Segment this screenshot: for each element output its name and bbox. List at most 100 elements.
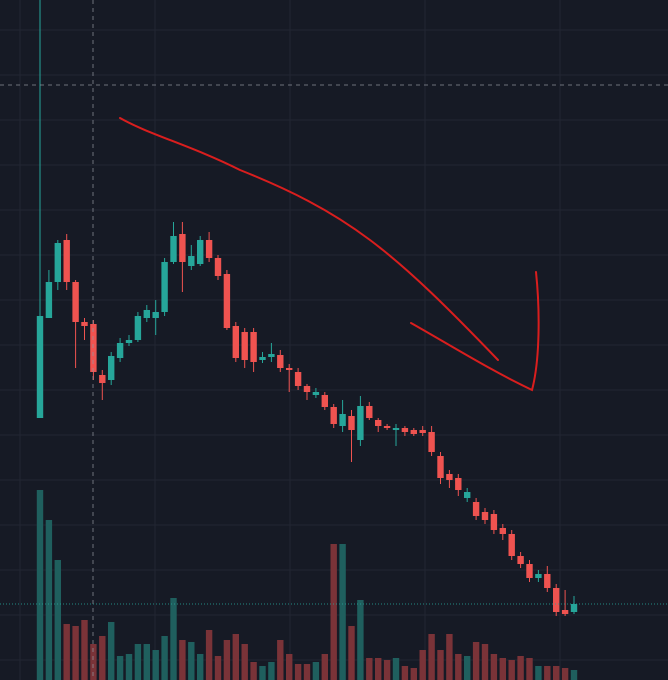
volume-bar	[72, 626, 79, 680]
volume-bar	[188, 642, 195, 680]
volume-bar	[348, 626, 355, 680]
volume-bar	[161, 636, 168, 680]
candle-body	[63, 240, 70, 282]
candle-body	[570, 604, 578, 612]
candle-body	[410, 430, 417, 434]
volume-bar	[45, 520, 53, 680]
candle-body	[214, 258, 222, 276]
volume-bar	[90, 644, 97, 680]
volume-bar	[446, 634, 453, 680]
candle-body	[357, 406, 364, 440]
volume-bar	[134, 644, 142, 680]
candle-body	[232, 326, 239, 358]
candle-body	[303, 386, 311, 392]
volume-bar	[401, 666, 409, 680]
volume-bar	[152, 650, 159, 680]
volume-bar	[517, 656, 524, 680]
candle-body	[125, 340, 133, 343]
volume-bar	[561, 668, 569, 680]
volume-bar	[472, 642, 480, 680]
volume-bar	[357, 600, 364, 680]
candle-body	[250, 332, 257, 362]
candle-body	[277, 355, 284, 368]
candle-body	[437, 456, 444, 478]
candle-body	[544, 574, 551, 588]
volume-bar	[259, 666, 266, 680]
candle-body	[321, 395, 328, 407]
volume-bar	[375, 658, 382, 680]
volume-bar	[508, 660, 515, 680]
candle-body	[286, 368, 293, 370]
volume-bar	[392, 658, 400, 680]
candle-body	[197, 240, 204, 264]
candle-body	[375, 420, 382, 426]
volume-bar	[553, 666, 560, 680]
volume-bar	[464, 656, 471, 680]
volume-bar	[250, 662, 257, 680]
volume-bar	[205, 630, 213, 680]
candle-body	[108, 356, 115, 380]
candle-body	[116, 343, 124, 358]
candle-body	[481, 512, 489, 520]
candle-body	[99, 375, 106, 383]
volume-bar	[54, 560, 61, 680]
volume-bar	[410, 668, 417, 680]
candle-body	[188, 256, 195, 266]
volume-bar	[437, 650, 444, 680]
volume-bar	[241, 644, 248, 680]
volume-bar	[223, 640, 231, 680]
candle-body	[472, 502, 480, 516]
volume-bar	[303, 664, 311, 680]
volume-bar	[383, 660, 391, 680]
drawn-arrow-line	[119, 117, 499, 361]
volume-bar	[294, 664, 302, 680]
volume-bar	[499, 658, 506, 680]
candle-body	[383, 426, 391, 428]
candle-body	[366, 406, 373, 418]
volume-bar	[490, 654, 498, 680]
candle-body	[517, 556, 524, 564]
candle-body	[428, 432, 435, 452]
volume-bar	[99, 636, 106, 680]
volume-bar	[570, 670, 578, 680]
candle-body	[348, 416, 355, 430]
volume-bar	[286, 654, 293, 680]
volume-bar	[170, 598, 177, 680]
candle-body	[455, 478, 462, 490]
volume-bar	[366, 658, 373, 680]
candle-body	[312, 392, 320, 395]
volume-bar	[36, 490, 44, 680]
candle-body	[54, 243, 61, 282]
candle-body	[330, 407, 337, 424]
candle-body	[339, 414, 346, 426]
candle-body	[526, 564, 533, 578]
candle-body	[464, 492, 471, 498]
volume-bar	[481, 644, 489, 680]
candle-body	[223, 274, 231, 328]
candle-body	[553, 588, 560, 612]
volume-bar	[214, 656, 222, 680]
candle-body	[143, 310, 150, 318]
volume-bar	[321, 654, 328, 680]
candle-layer	[36, 0, 578, 616]
candle-body	[294, 372, 302, 386]
volume-bar	[63, 624, 70, 680]
candle-body	[499, 528, 506, 534]
volume-bar	[339, 544, 346, 680]
candle-body	[152, 312, 159, 318]
volume-bar	[535, 666, 542, 680]
volume-bar	[277, 640, 284, 680]
candle-body	[446, 474, 453, 480]
candle-body	[161, 262, 168, 312]
volume-bar	[419, 650, 426, 680]
volume-bar	[232, 634, 239, 680]
candle-body	[72, 282, 79, 322]
volume-bar	[179, 640, 186, 680]
volume-bar	[526, 658, 533, 680]
candle-body	[241, 332, 248, 360]
candle-body	[268, 354, 275, 357]
volume-bar	[116, 656, 124, 680]
candle-body	[490, 514, 498, 530]
